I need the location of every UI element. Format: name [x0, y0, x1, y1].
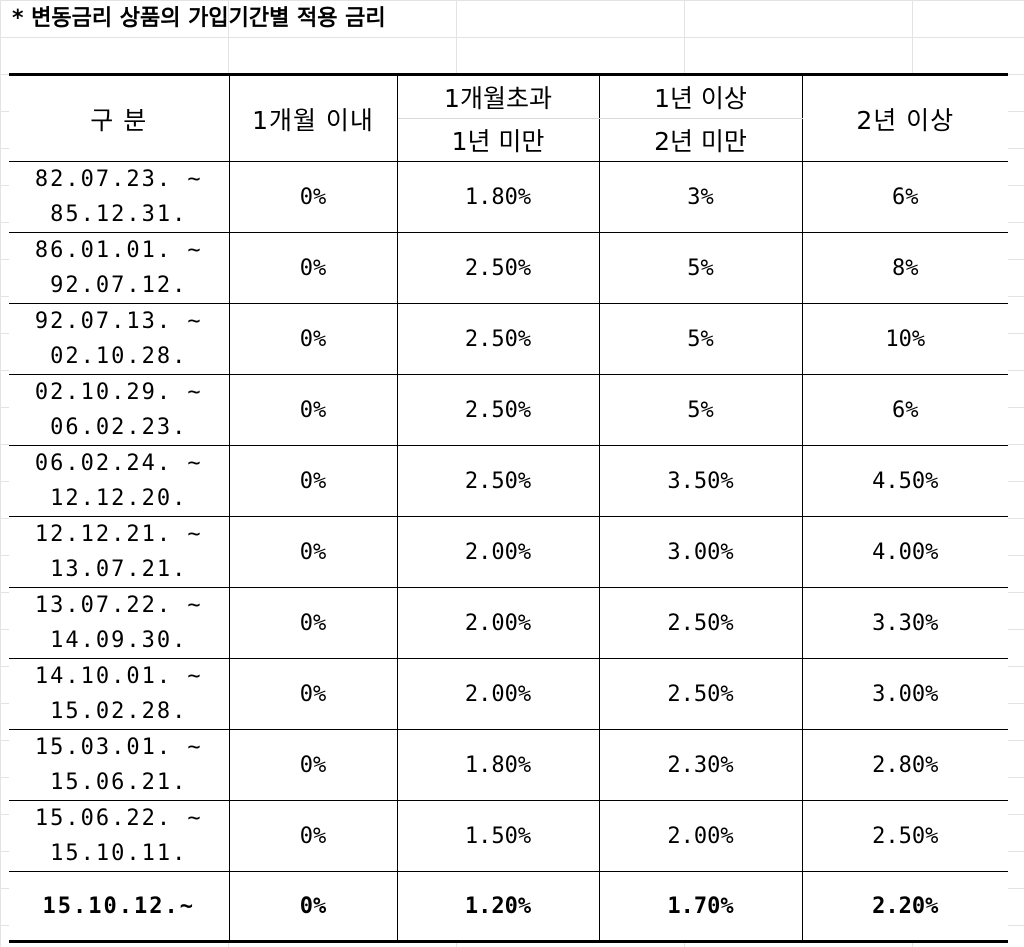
period-to: 85.12.31.	[50, 202, 188, 227]
table-row: 86.01.01. ~ 92.07.12. 0% 2.50% 5% 8%	[9, 232, 1008, 304]
rate-within-1-month[interactable]: 0%	[228, 729, 398, 801]
rate-over-1-year[interactable]: 5%	[598, 232, 803, 304]
period-from: 86.01.01. ~	[34, 238, 203, 263]
period-to: 15.06.21.	[50, 770, 188, 795]
rate-over-1-year[interactable]: 3%	[598, 161, 803, 233]
rate-over-1-month[interactable]: 2.50%	[396, 303, 600, 375]
rate-within-1-month[interactable]: 0%	[228, 658, 398, 730]
rate-over-1-year[interactable]: 2.50%	[598, 658, 803, 730]
rate-over-1-year[interactable]: 2.00%	[598, 800, 803, 872]
rate-within-1-month[interactable]: 0%	[228, 871, 398, 943]
rate-over-1-year[interactable]: 2.50%	[598, 587, 803, 659]
rate-within-1-month[interactable]: 0%	[228, 800, 398, 872]
rate-over-1-month[interactable]: 2.50%	[396, 445, 600, 517]
rate-over-2-years[interactable]: 4.00%	[801, 516, 1008, 588]
header-over-1-month-top[interactable]: 1개월초과	[396, 73, 600, 119]
period-cell[interactable]: 02.10.29. ~ 06.02.23.	[9, 374, 230, 446]
table-row: 92.07.13. ~ 02.10.28. 0% 2.50% 5% 10%	[9, 303, 1008, 375]
period-cell[interactable]: 15.03.01. ~ 15.06.21.	[9, 729, 230, 801]
table-row: 15.03.01. ~ 15.06.21. 0% 1.80% 2.30% 2.80…	[9, 729, 1008, 801]
rate-over-2-years[interactable]: 3.30%	[801, 587, 1008, 659]
rate-over-1-year[interactable]: 3.00%	[598, 516, 803, 588]
rate-over-2-years[interactable]: 10%	[801, 303, 1008, 375]
period-to: 15.10.11.	[50, 841, 188, 866]
header-within-1-month[interactable]: 1개월 이내	[228, 73, 398, 162]
period-from: 06.02.24. ~	[34, 451, 203, 476]
header-row: 구 분 1개월 이내 1개월초과 1년 이상 2년 이상	[9, 73, 1008, 162]
rate-over-2-years[interactable]: 6%	[801, 161, 1008, 233]
rate-over-1-month[interactable]: 1.80%	[396, 161, 600, 233]
period-cell[interactable]: 14.10.01. ~ 15.02.28.	[9, 658, 230, 730]
rate-over-2-years[interactable]: 8%	[801, 232, 1008, 304]
table-row: 82.07.23. ~ 85.12.31. 0% 1.80% 3% 6%	[9, 161, 1008, 233]
rate-over-1-year[interactable]: 2.30%	[598, 729, 803, 801]
rate-over-1-month[interactable]: 2.00%	[396, 587, 600, 659]
header-over-2-years[interactable]: 2년 이상	[801, 73, 1008, 162]
period-from: 12.12.21. ~	[34, 522, 203, 547]
rate-within-1-month[interactable]: 0%	[228, 445, 398, 517]
period-from: 13.07.22. ~	[34, 593, 203, 618]
period-from: 15.03.01. ~	[34, 735, 203, 760]
rate-over-1-month[interactable]: 2.00%	[396, 658, 600, 730]
rate-within-1-month[interactable]: 0%	[228, 161, 398, 233]
rate-table: 구 분 1개월 이내 1개월초과 1년 이상 2년 이상 1년 미만 2년 미만…	[9, 73, 1008, 943]
table-row: 13.07.22. ~ 14.09.30. 0% 2.00% 2.50% 3.30…	[9, 587, 1008, 659]
rate-over-2-years[interactable]: 4.50%	[801, 445, 1008, 517]
header-period[interactable]: 구 분	[9, 73, 230, 162]
rate-over-1-month[interactable]: 1.80%	[396, 729, 600, 801]
table-row: 12.12.21. ~ 13.07.21. 0% 2.00% 3.00% 4.00…	[9, 516, 1008, 588]
rate-within-1-month[interactable]: 0%	[228, 516, 398, 588]
rate-over-2-years[interactable]: 3.00%	[801, 658, 1008, 730]
rate-over-1-month[interactable]: 2.50%	[396, 374, 600, 446]
rate-within-1-month[interactable]: 0%	[228, 374, 398, 446]
rate-over-1-year[interactable]: 5%	[598, 303, 803, 375]
header-over-1-year-top[interactable]: 1년 이상	[598, 73, 803, 119]
period-cell[interactable]: 12.12.21. ~ 13.07.21.	[9, 516, 230, 588]
rate-over-1-month[interactable]: 2.50%	[396, 232, 600, 304]
period-cell[interactable]: 15.10.12.~	[9, 871, 230, 943]
period-from: 15.06.22. ~	[34, 806, 203, 831]
period-to: 92.07.12.	[50, 273, 188, 298]
period-to: 15.02.28.	[50, 699, 188, 724]
header-row-sub: 1년 미만 2년 미만	[9, 118, 1008, 162]
period-from: 82.07.23. ~	[34, 167, 203, 192]
header-over-1-month-bottom[interactable]: 1년 미만	[397, 118, 600, 162]
period-cell[interactable]: 86.01.01. ~ 92.07.12.	[9, 232, 230, 304]
rate-over-2-years[interactable]: 6%	[801, 374, 1008, 446]
rate-over-1-year[interactable]: 3.50%	[598, 445, 803, 517]
rate-within-1-month[interactable]: 0%	[228, 303, 398, 375]
rate-over-2-years[interactable]: 2.80%	[801, 729, 1008, 801]
period-to: 02.10.28.	[50, 344, 188, 369]
table-row-current: 15.10.12.~ 0% 1.20% 1.70% 2.20%	[9, 871, 1008, 943]
period-cell[interactable]: 82.07.23. ~ 85.12.31.	[9, 161, 230, 233]
table-row: 02.10.29. ~ 06.02.23. 0% 2.50% 5% 6%	[9, 374, 1008, 446]
period-from: 92.07.13. ~	[34, 309, 203, 334]
period-cell[interactable]: 06.02.24. ~ 12.12.20.	[9, 445, 230, 517]
period-cell[interactable]: 15.06.22. ~ 15.10.11.	[9, 800, 230, 872]
rate-over-2-years[interactable]: 2.20%	[801, 871, 1008, 943]
period-to: 12.12.20.	[50, 486, 188, 511]
rate-within-1-month[interactable]: 0%	[228, 232, 398, 304]
table-row: 06.02.24. ~ 12.12.20. 0% 2.50% 3.50% 4.50…	[9, 445, 1008, 517]
table-row: 15.06.22. ~ 15.10.11. 0% 1.50% 2.00% 2.50…	[9, 800, 1008, 872]
header-over-1-year-bottom[interactable]: 2년 미만	[598, 118, 802, 162]
period-cell[interactable]: 92.07.13. ~ 02.10.28.	[9, 303, 230, 375]
rate-over-1-year[interactable]: 1.70%	[598, 871, 803, 943]
period-to: 13.07.21.	[50, 557, 188, 582]
period-from: 14.10.01. ~	[34, 664, 203, 689]
sheet-title: * 변동금리 상품의 가입기간별 적용 금리	[12, 6, 386, 31]
rate-over-2-years[interactable]: 2.50%	[801, 800, 1008, 872]
rate-over-1-month[interactable]: 1.20%	[396, 871, 600, 943]
period-to: 14.09.30.	[50, 628, 188, 653]
period-cell[interactable]: 13.07.22. ~ 14.09.30.	[9, 587, 230, 659]
table-row: 14.10.01. ~ 15.02.28. 0% 2.00% 2.50% 3.00…	[9, 658, 1008, 730]
period-from: 02.10.29. ~	[34, 380, 203, 405]
rate-within-1-month[interactable]: 0%	[228, 587, 398, 659]
rate-over-1-year[interactable]: 5%	[598, 374, 803, 446]
rate-over-1-month[interactable]: 1.50%	[396, 800, 600, 872]
period-to: 06.02.23.	[50, 415, 188, 440]
rate-over-1-month[interactable]: 2.00%	[396, 516, 600, 588]
